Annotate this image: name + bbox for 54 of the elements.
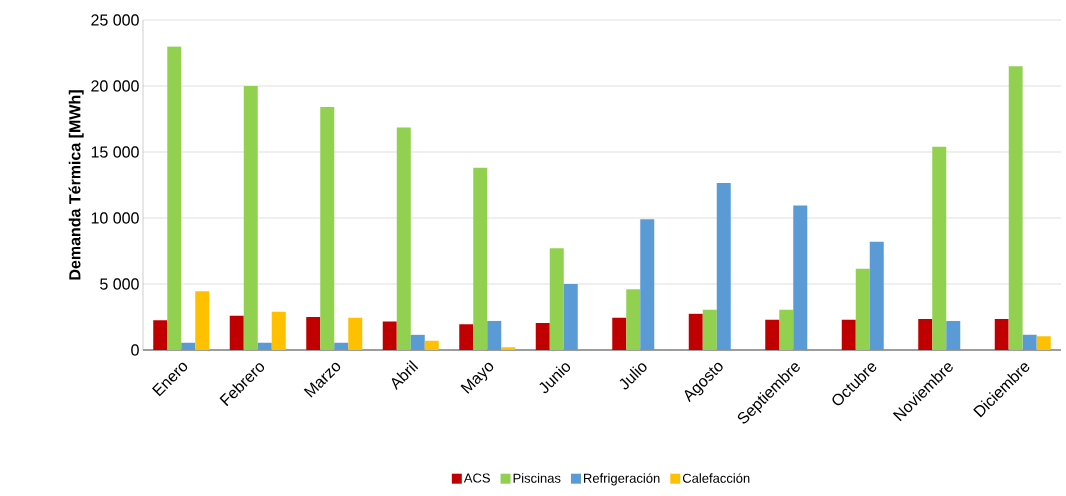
bar	[612, 317, 627, 350]
bar	[563, 284, 578, 350]
bar	[396, 127, 411, 350]
bar	[195, 291, 210, 350]
bar	[702, 309, 717, 350]
bar	[334, 342, 349, 350]
bar	[306, 317, 321, 350]
bar	[243, 86, 258, 350]
bar	[688, 313, 703, 350]
bar	[640, 219, 655, 350]
bar	[348, 317, 363, 350]
bar	[855, 268, 870, 350]
bar	[167, 46, 182, 350]
bar	[994, 318, 1009, 350]
bar	[626, 289, 641, 350]
y-tick-label: 0	[131, 344, 139, 356]
bar	[793, 205, 808, 350]
bar	[535, 322, 550, 350]
bar	[271, 311, 286, 350]
legend-label: Calefacción	[682, 473, 750, 483]
bar	[918, 318, 933, 350]
bar	[869, 241, 884, 350]
bar	[257, 342, 272, 350]
bar	[841, 319, 856, 350]
legend-label: Refrigeración	[584, 473, 660, 486]
y-tick-label: 5 000	[100, 278, 139, 290]
bar	[382, 321, 397, 350]
y-tick-label: 10 000	[91, 212, 139, 224]
bar	[1022, 334, 1037, 350]
legend-label: Piscinas	[513, 473, 561, 483]
bar	[410, 334, 425, 350]
bar	[716, 183, 731, 350]
bar	[549, 248, 564, 350]
bar	[1008, 66, 1023, 350]
legend-label: ACS	[463, 473, 490, 483]
bar	[765, 319, 780, 350]
bar	[320, 107, 335, 350]
bar	[946, 320, 961, 350]
bar	[459, 324, 474, 350]
bar	[424, 340, 439, 350]
bar	[181, 342, 196, 350]
bar	[487, 320, 502, 350]
bar	[1036, 336, 1051, 350]
y-axis-title: Demanda Térmica [MWh]	[68, 90, 84, 280]
y-tick-label: 20 000	[91, 80, 139, 92]
bar	[153, 320, 168, 350]
x-tick-label: Julio	[619, 363, 647, 390]
y-tick-label: 15 000	[91, 146, 139, 158]
bar	[779, 309, 794, 350]
bar	[932, 146, 947, 350]
y-tick-label: 25 000	[91, 14, 139, 26]
bar	[501, 347, 516, 350]
bar	[229, 315, 244, 350]
bar	[473, 167, 488, 350]
